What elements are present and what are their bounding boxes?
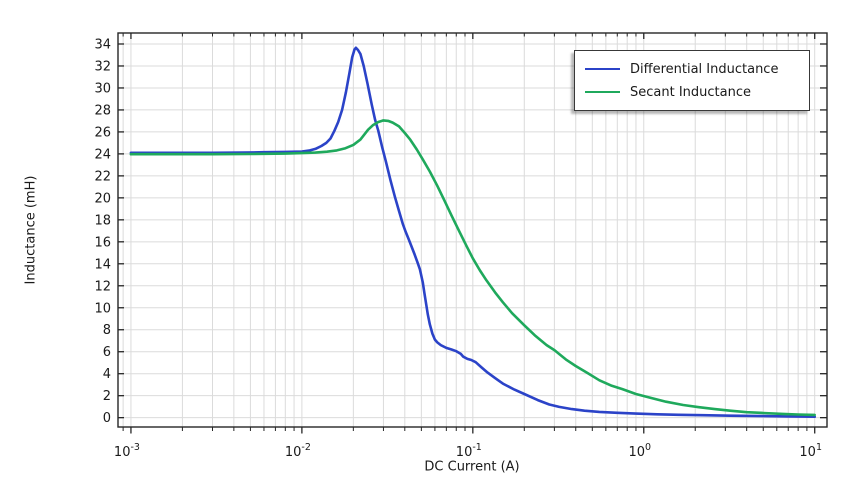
svg-text:6: 6 bbox=[103, 345, 111, 360]
legend-item-differential-inductance: Differential Inductance bbox=[585, 62, 809, 77]
svg-text:30: 30 bbox=[94, 81, 111, 96]
svg-text:8: 8 bbox=[103, 323, 111, 338]
x-axis-title: DC Current (A) bbox=[424, 459, 520, 475]
legend-line-swatch-secant bbox=[585, 90, 620, 94]
svg-text:34: 34 bbox=[94, 37, 111, 52]
svg-text:4: 4 bbox=[103, 367, 111, 382]
series-secant-inductance-line bbox=[129, 119, 817, 417]
svg-text:10-3: 10-3 bbox=[114, 442, 140, 460]
svg-text:100: 100 bbox=[628, 442, 651, 460]
svg-text:101: 101 bbox=[799, 442, 822, 460]
svg-text:24: 24 bbox=[94, 147, 111, 162]
svg-text:26: 26 bbox=[94, 125, 111, 140]
series-differential-inductance-line bbox=[129, 46, 817, 419]
x-axis-ticks bbox=[122, 33, 816, 434]
svg-text:22: 22 bbox=[94, 169, 111, 184]
legend-label-differential: Differential Inductance bbox=[630, 61, 779, 77]
svg-text:32: 32 bbox=[94, 59, 111, 74]
svg-text:20: 20 bbox=[94, 191, 111, 206]
svg-text:16: 16 bbox=[94, 235, 111, 250]
x-tick-labels: 10-3 10-2 10-1 100 101 bbox=[114, 442, 822, 460]
svg-text:10-1: 10-1 bbox=[456, 442, 482, 460]
legend-item-secant-inductance: Secant Inductance bbox=[585, 85, 809, 100]
svg-text:0: 0 bbox=[103, 411, 111, 426]
legend-line-swatch-differential bbox=[585, 67, 620, 71]
y-axis-title: Inductance (mH) bbox=[23, 175, 39, 285]
svg-text:2: 2 bbox=[103, 389, 111, 404]
legend-label-secant: Secant Inductance bbox=[630, 84, 751, 100]
svg-text:10-2: 10-2 bbox=[285, 442, 311, 460]
svg-text:12: 12 bbox=[94, 279, 111, 294]
svg-text:10: 10 bbox=[94, 301, 111, 316]
y-axis-ticks bbox=[118, 43, 827, 419]
svg-text:14: 14 bbox=[94, 257, 111, 272]
grid-lines bbox=[118, 33, 827, 427]
svg-text:18: 18 bbox=[94, 213, 111, 228]
legend: Differential Inductance Secant Inductanc… bbox=[574, 50, 810, 111]
svg-text:28: 28 bbox=[94, 103, 111, 118]
